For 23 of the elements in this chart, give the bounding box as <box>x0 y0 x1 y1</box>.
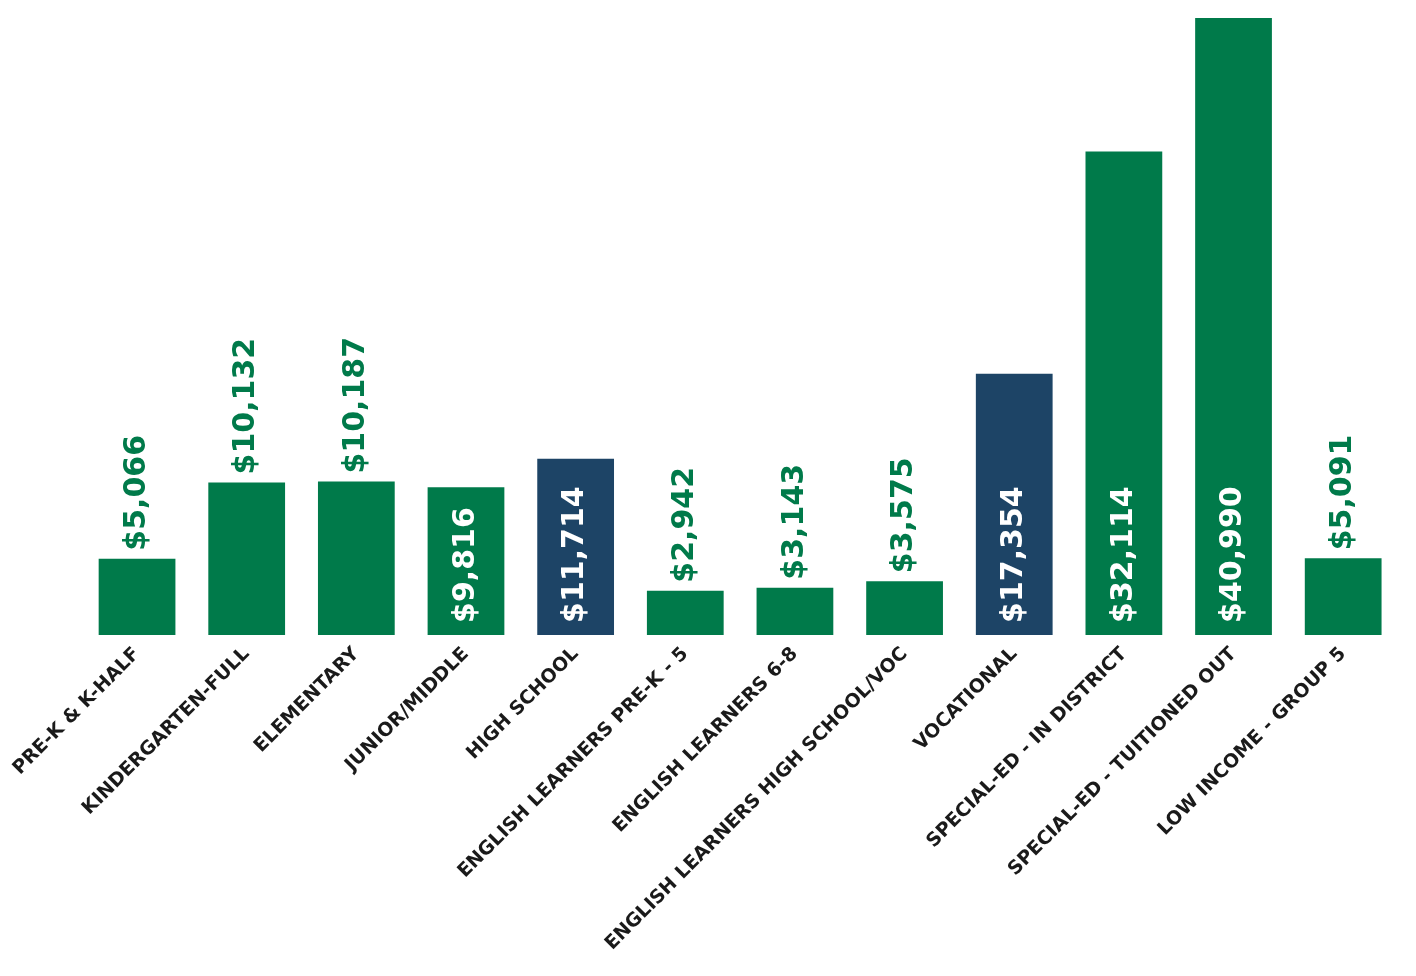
data-label: $3,143 <box>774 463 810 580</box>
data-label: $3,575 <box>884 457 920 574</box>
data-label: $40,990 <box>1213 486 1249 623</box>
bar <box>317 481 395 635</box>
data-label: $5,066 <box>116 434 152 551</box>
data-label: $10,132 <box>226 337 262 475</box>
data-label: $11,714 <box>555 486 591 623</box>
bar <box>866 581 943 635</box>
bar <box>537 458 615 635</box>
bar <box>98 558 176 635</box>
bar <box>975 373 1053 635</box>
bar <box>1304 558 1382 635</box>
data-label: $9,816 <box>445 507 481 623</box>
data-label: $17,354 <box>994 486 1030 623</box>
bar <box>1085 151 1163 635</box>
data-label: $10,187 <box>336 336 372 474</box>
bar <box>646 590 724 635</box>
data-label: $2,942 <box>665 466 701 583</box>
bar <box>756 587 834 635</box>
bar <box>208 482 286 635</box>
bar <box>1195 18 1272 635</box>
data-label: $32,114 <box>1103 486 1139 623</box>
data-label: $5,091 <box>1322 434 1358 551</box>
